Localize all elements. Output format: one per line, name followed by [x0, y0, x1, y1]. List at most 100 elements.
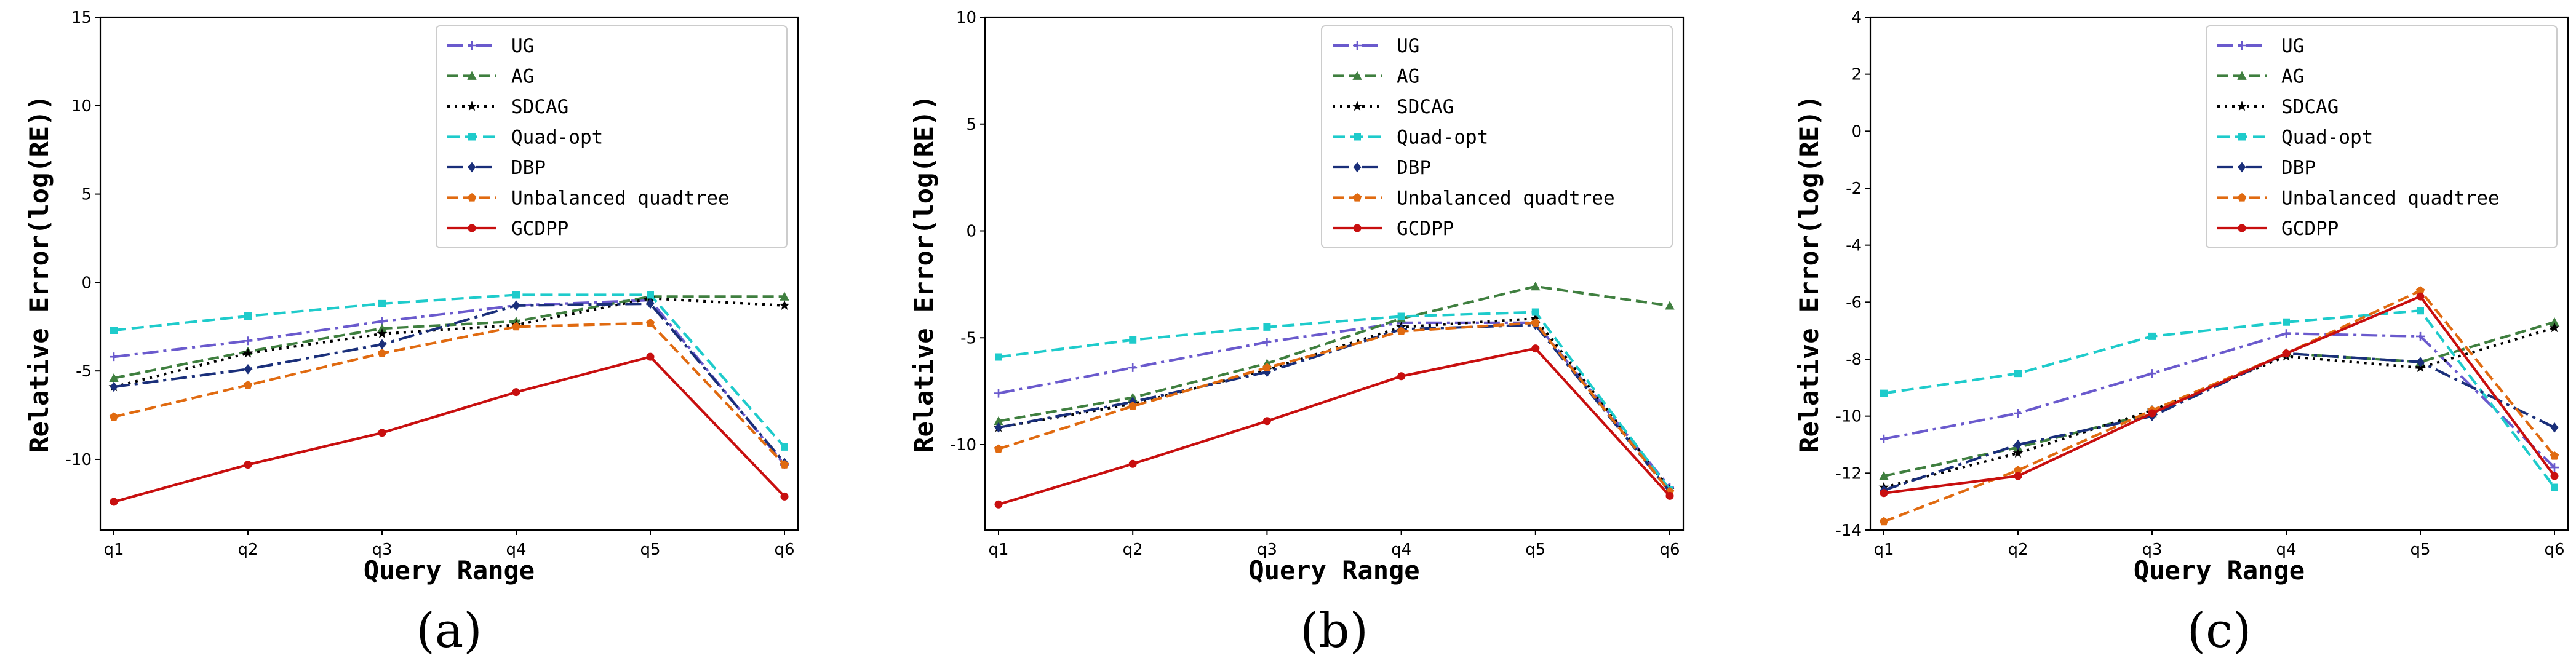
legend-marker	[468, 162, 476, 173]
data-point	[244, 336, 252, 346]
legend-label: UG	[1397, 35, 1419, 57]
series-line-ag	[998, 285, 1670, 422]
data-point	[2550, 472, 2559, 480]
y-tick-label: 5	[81, 186, 92, 204]
series-line-ug	[998, 321, 1671, 488]
data-point	[110, 352, 118, 362]
y-tick-label: -14	[1836, 521, 1862, 540]
chart-panel-2: -10 -5 0 5 10 q1 q2 q3 q4 q5 q6 Query Range Relative…	[909, 9, 1685, 585]
legend-box	[436, 25, 788, 248]
series-line-sdcag	[113, 297, 785, 389]
y-tick-label: 15	[71, 9, 92, 27]
legend-label: AG	[1397, 66, 1419, 88]
legend-marker	[2238, 162, 2246, 173]
y-tick-label: 2	[1851, 66, 1862, 84]
data-point	[647, 291, 654, 299]
legend-marker	[2237, 193, 2247, 202]
y-axis-title: Relative Error(log(RE))	[1794, 95, 1824, 453]
y-tick-label: 4	[1851, 9, 1862, 27]
x-tick-label: q1	[1873, 541, 1894, 559]
data-point	[781, 443, 788, 451]
legend-label: DBP	[511, 157, 546, 179]
data-point	[109, 412, 119, 421]
data-point	[1665, 301, 1675, 310]
y-tick-label: -10	[66, 451, 92, 469]
legend-marker	[1354, 133, 1361, 141]
legend-label: AG	[511, 66, 534, 88]
x-tick-label: q5	[2410, 541, 2430, 559]
y-tick-label: 0	[966, 223, 976, 241]
y-tick-label: -5	[960, 329, 976, 347]
data-point	[1880, 434, 1888, 443]
y-tick-label: -2	[1846, 180, 1862, 198]
x-tick-label: q6	[1659, 541, 1680, 559]
data-point	[994, 389, 1003, 398]
y-tick-label: 5	[966, 116, 976, 134]
data-point	[1128, 459, 1137, 468]
y-axis-title: Relative Error(log(RE))	[909, 95, 939, 453]
data-point	[512, 388, 520, 397]
legend-label: GCDPP	[2281, 218, 2339, 240]
data-point	[1128, 363, 1138, 372]
legend-marker	[2238, 224, 2246, 232]
legend-label: Unbalanced quadtree	[1397, 188, 1615, 210]
data-point	[511, 322, 521, 331]
data-point	[244, 363, 252, 375]
x-tick-label: q3	[1257, 541, 1277, 559]
x-tick-label: q2	[1123, 541, 1143, 559]
data-point	[1262, 338, 1272, 347]
data-point	[1129, 336, 1137, 344]
series-line-ug	[1883, 332, 2556, 469]
data-point	[994, 444, 1003, 453]
data-point	[2416, 331, 2425, 341]
data-point	[512, 291, 520, 299]
x-tick-label: q6	[2544, 541, 2564, 559]
series-line-dbp	[998, 323, 1671, 493]
legend-label: Quad-opt	[2281, 127, 2373, 149]
legend-label: DBP	[2281, 157, 2316, 179]
series-line-unbalanced-quadtree	[1883, 289, 2556, 523]
data-point	[1128, 402, 1138, 410]
data-point	[2014, 439, 2022, 450]
data-point	[512, 300, 520, 311]
data-point	[2550, 422, 2559, 433]
legend-marker	[2236, 101, 2247, 111]
data-point	[2148, 409, 2156, 418]
data-point	[2416, 292, 2425, 301]
data-point	[244, 312, 252, 320]
data-point	[377, 328, 388, 338]
x-tick-label: q4	[2276, 541, 2296, 559]
y-tick-label: -12	[1836, 464, 1862, 483]
series-line-gcdpp	[1883, 295, 2556, 494]
legend-marker	[468, 224, 476, 232]
x-tick-label: q1	[988, 541, 1008, 559]
legend-marker	[1352, 193, 1362, 202]
data-point	[2550, 451, 2559, 460]
data-point	[1880, 489, 1888, 498]
data-point	[110, 498, 118, 506]
data-point	[645, 319, 655, 327]
y-tick-label: -5	[76, 362, 92, 381]
y-tick-label: 0	[1851, 122, 1862, 141]
data-point	[646, 298, 655, 309]
data-point	[1397, 372, 1406, 381]
y-tick-label: 10	[956, 9, 976, 27]
series-line-gcdpp	[113, 355, 786, 504]
data-point	[377, 348, 387, 357]
x-tick-label: q1	[103, 541, 124, 559]
data-point	[1665, 491, 1674, 500]
x-tick-label: q3	[2142, 541, 2162, 559]
y-tick-label: 10	[71, 97, 92, 116]
data-point	[995, 353, 1002, 361]
data-point	[378, 429, 386, 437]
legend-label: Quad-opt	[511, 127, 603, 149]
series-line-unbalanced-quadtree	[998, 321, 1671, 493]
legend-marker	[467, 193, 477, 202]
legend: UG AG SDCAG Quad-opt DBP Unbalanced quadtree G…	[436, 25, 788, 248]
x-tick-label: q4	[1391, 541, 1411, 559]
data-point	[2550, 463, 2559, 472]
legend-marker	[1352, 101, 1363, 111]
data-point	[780, 492, 789, 501]
x-tick-label: q3	[372, 541, 392, 559]
data-point	[1879, 517, 1889, 526]
